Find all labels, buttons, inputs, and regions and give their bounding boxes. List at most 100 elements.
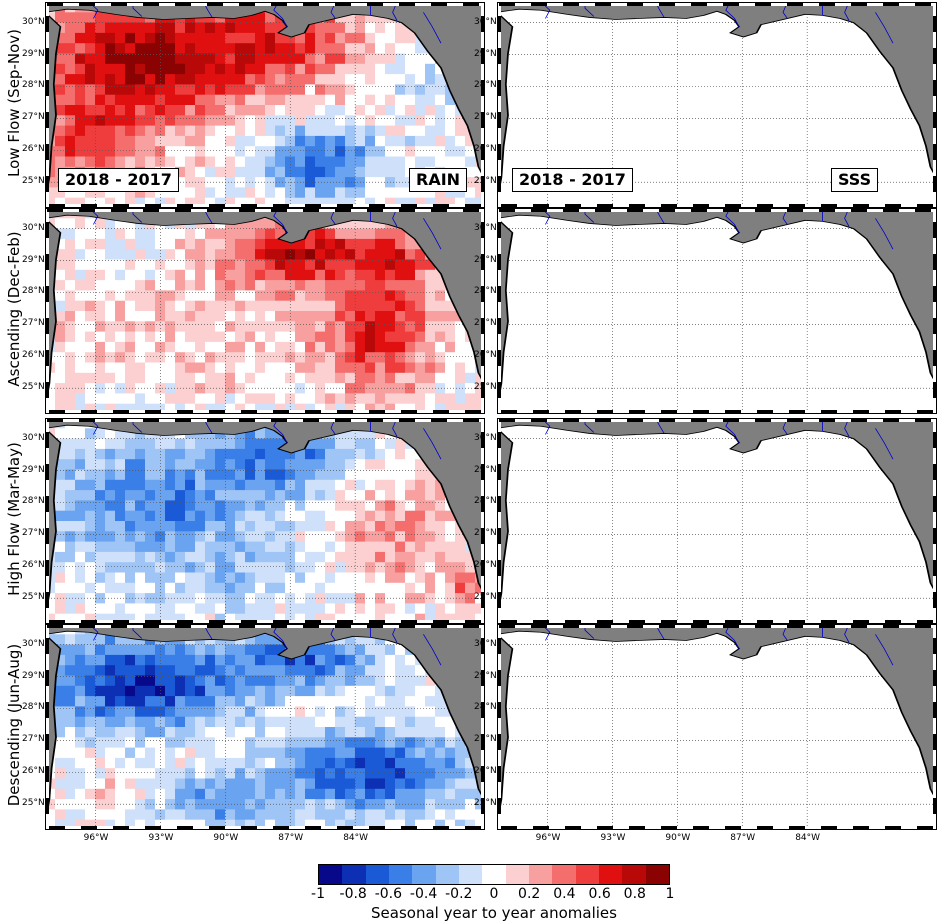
anomaly-cell: [105, 362, 116, 374]
anomaly-cell: [175, 654, 186, 666]
anomaly-cell: [185, 788, 196, 800]
anomaly-cell: [335, 448, 346, 460]
anomaly-cell: [135, 799, 146, 810]
anomaly-cell: [365, 706, 376, 718]
anomaly-cell: [465, 197, 476, 208]
anomaly-cell: [215, 383, 226, 394]
anomaly-cell: [305, 74, 316, 85]
anomaly-cell: [245, 32, 256, 44]
anomaly-cell: [415, 115, 426, 127]
anomaly-cell: [185, 510, 196, 522]
anomaly-cell: [165, 757, 176, 769]
anomaly-cell: [265, 84, 276, 96]
anomaly-cell: [355, 490, 366, 501]
anomaly-cell: [315, 383, 326, 394]
map-panel-rain-highflow: [45, 418, 485, 624]
anomaly-cell: [345, 469, 356, 481]
anomaly-cell: [125, 280, 136, 291]
anomaly-cell: [245, 521, 256, 532]
anomaly-cell: [205, 675, 216, 687]
anomaly-cell: [335, 438, 346, 450]
anomaly-cell: [445, 94, 456, 106]
anomaly-cell: [305, 43, 316, 55]
anomaly-cell: [305, 685, 316, 697]
anomaly-cell: [195, 403, 206, 414]
anomaly-cell: [425, 768, 436, 780]
anomaly-cell: [225, 541, 236, 553]
anomaly-cell: [325, 819, 336, 830]
latitude-tick-label: 30°N: [474, 638, 497, 649]
anomaly-cell: [195, 644, 206, 656]
anomaly-cell: [275, 613, 286, 624]
anomaly-cell: [335, 300, 346, 312]
anomaly-cell: [375, 469, 386, 481]
anomaly-cell: [175, 146, 186, 158]
anomaly-cell: [105, 541, 116, 553]
anomaly-field: [45, 631, 485, 830]
anomaly-cell: [455, 541, 466, 553]
anomaly-cell: [195, 290, 206, 302]
anomaly-cell: [375, 428, 386, 440]
anomaly-cell: [165, 582, 176, 594]
anomaly-cell: [185, 706, 196, 718]
anomaly-cell: [165, 644, 176, 656]
anomaly-cell: [355, 94, 366, 106]
river-line: [875, 634, 894, 666]
anomaly-cell: [55, 541, 66, 553]
anomaly-cell: [185, 675, 196, 687]
anomaly-cell: [245, 53, 256, 65]
anomaly-cell: [355, 706, 366, 718]
anomaly-cell: [365, 438, 376, 450]
anomaly-cell: [55, 428, 66, 440]
anomaly-cell: [85, 500, 96, 512]
anomaly-cell: [295, 352, 306, 364]
anomaly-cell: [155, 757, 166, 769]
anomaly-cell: [275, 510, 286, 522]
anomaly-cell: [255, 32, 266, 44]
anomaly-cell: [155, 187, 166, 199]
anomaly-cell: [115, 551, 126, 563]
anomaly-cell: [345, 146, 356, 158]
anomaly-cell: [345, 510, 356, 522]
anomaly-cell: [405, 125, 416, 137]
anomaly-cell: [335, 541, 346, 553]
anomaly-cell: [135, 469, 146, 481]
anomaly-cell: [225, 613, 236, 624]
anomaly-cell: [175, 747, 186, 759]
anomaly-cell: [375, 228, 386, 240]
anomaly-cell: [405, 311, 416, 322]
anomaly-cell: [255, 500, 266, 512]
anomaly-cell: [75, 249, 86, 261]
anomaly-cell: [415, 510, 426, 522]
anomaly-cell: [285, 259, 296, 271]
anomaly-cell: [195, 469, 206, 481]
anomaly-cell: [55, 269, 66, 281]
anomaly-cell: [195, 32, 206, 44]
anomaly-cell: [155, 438, 166, 450]
anomaly-cell: [375, 259, 386, 271]
anomaly-cell: [435, 819, 446, 830]
anomaly-cell: [85, 459, 96, 471]
anomaly-cell: [55, 321, 66, 333]
anomaly-cell: [255, 788, 266, 800]
land-north: [45, 624, 485, 802]
anomaly-cell: [335, 372, 346, 384]
anomaly-cell: [235, 372, 246, 384]
anomaly-cell: [105, 654, 116, 666]
anomaly-cell: [155, 352, 166, 364]
colorbar-tick-label: -0.2: [445, 886, 473, 902]
anomaly-cell: [255, 531, 266, 543]
anomaly-cell: [375, 778, 386, 790]
anomaly-cell: [275, 809, 286, 821]
anomaly-cell: [115, 685, 126, 697]
anomaly-cell: [85, 300, 96, 312]
anomaly-cell: [105, 582, 116, 594]
anomaly-cell: [135, 290, 146, 302]
anomaly-cell: [265, 249, 276, 261]
anomaly-cell: [145, 197, 156, 208]
anomaly-cell: [105, 269, 116, 281]
anomaly-cell: [115, 32, 126, 44]
anomaly-cell: [465, 187, 476, 199]
anomaly-cell: [315, 187, 326, 199]
latitude-tick-label: 28°N: [22, 702, 45, 713]
